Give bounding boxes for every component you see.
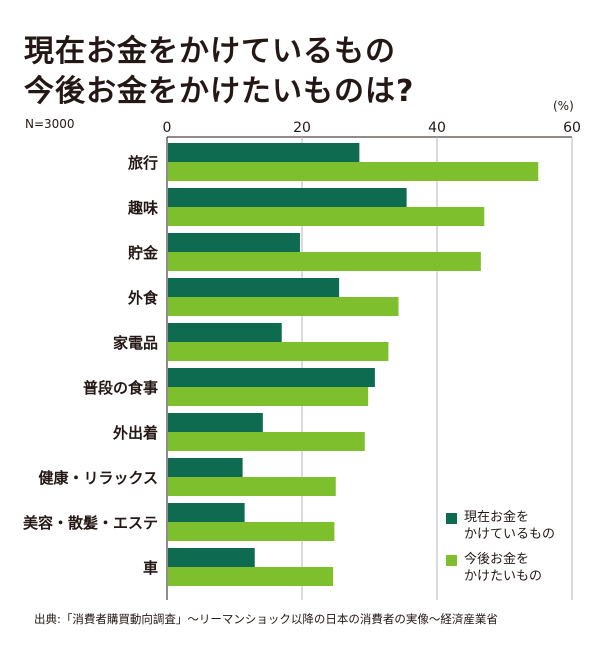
chart-title-line-1: 現在お金をかけているもの (24, 34, 396, 69)
legend-label-future: 今後お金を かけたいもの (464, 552, 543, 584)
bar-current (168, 548, 255, 567)
x-tick-label: 40 (428, 120, 446, 136)
bar-current (168, 413, 263, 432)
bar-current (168, 233, 300, 252)
bar-future (168, 522, 335, 541)
category-label: 旅行 (128, 154, 158, 172)
bar-future (168, 387, 369, 406)
category-label: 趣味 (127, 199, 158, 217)
unit-label: (%) (553, 99, 574, 113)
category-label: 美容・散髪・エステ (23, 514, 158, 532)
legend-swatch-current (446, 513, 457, 524)
bar-future (168, 162, 539, 181)
x-tick-label: 20 (293, 120, 311, 136)
bar-current (168, 278, 340, 297)
chart-title-line-2: 今後お金をかけたいものは? (24, 74, 415, 109)
category-label: 健康・リラックス (38, 469, 158, 487)
bar-future (168, 297, 399, 316)
bar-current (168, 458, 243, 477)
bar-future (168, 342, 389, 361)
legend-label-current: 現在お金を かけているもの (464, 510, 556, 542)
category-label: 普段の食事 (83, 379, 158, 397)
bar-current (168, 188, 407, 207)
category-label: 車 (143, 559, 158, 577)
bar-current (168, 368, 375, 387)
x-tick-label: 60 (563, 120, 581, 136)
bar-future (168, 207, 485, 226)
bar-future (168, 567, 334, 586)
bar-current (168, 503, 245, 522)
bar-future (168, 432, 365, 451)
category-label: 貯金 (128, 244, 159, 262)
x-tick-label: 0 (163, 120, 172, 136)
sample-size-note: N=3000 (25, 117, 75, 131)
category-label: 外食 (127, 289, 159, 307)
source-note: 出典:「消費者購買動向調査」〜リーマンショック以降の日本の消費者の実像〜経済産業… (34, 612, 498, 626)
category-label: 家電品 (113, 334, 158, 352)
category-label: 外出着 (112, 424, 158, 442)
bar-future (168, 252, 481, 271)
bar-current (168, 143, 360, 162)
legend-swatch-future (446, 555, 457, 566)
bar-current (168, 323, 282, 342)
bar-future (168, 477, 336, 496)
